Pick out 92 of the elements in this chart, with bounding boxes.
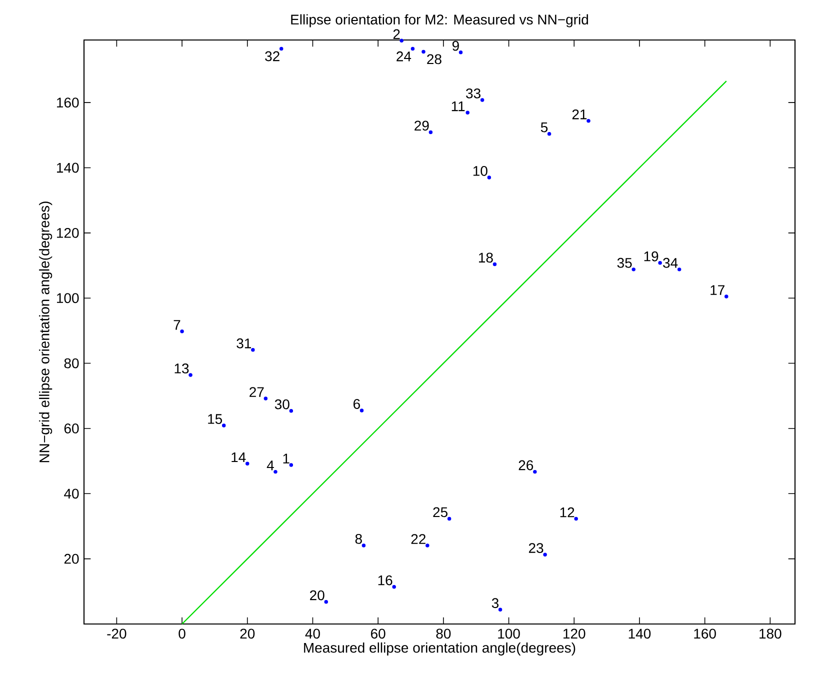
annotation: 20: [310, 590, 324, 600]
annotation: 15: [208, 414, 222, 424]
point: [180, 329, 184, 334]
y-tick-label: 80: [64, 358, 79, 368]
point: [362, 544, 366, 548]
point: [324, 600, 328, 604]
point: [426, 544, 430, 548]
x-tick-label: 160: [694, 628, 716, 639]
point: [246, 462, 250, 466]
x-axis-title: Measured ellipse orientation angle(degrees): [304, 642, 576, 656]
point: [632, 268, 636, 272]
point: [677, 268, 682, 272]
annotation: 9: [452, 40, 459, 51]
point: [289, 463, 294, 467]
point: [543, 552, 547, 556]
annotation: 21: [572, 109, 587, 120]
annotation: 25: [433, 507, 448, 518]
point: [574, 516, 578, 521]
point: [428, 130, 433, 134]
annotation: 34: [663, 258, 678, 268]
x-tick-label: -20: [107, 628, 126, 639]
point: [360, 408, 364, 412]
annotation: 14: [232, 452, 246, 462]
point: [279, 46, 284, 51]
y-axis-title: NN−grid ellipse orientation angle(degrees): [39, 202, 52, 462]
point: [222, 424, 226, 428]
point: [498, 608, 502, 612]
annotation: 22: [411, 534, 426, 544]
annotation: 29: [414, 120, 429, 131]
x-tick-label: 60: [371, 628, 386, 639]
annotation: 5: [540, 122, 548, 132]
point: [251, 348, 255, 352]
annotation: 35: [617, 258, 632, 268]
y-tick-label: 140: [57, 162, 79, 173]
x-tick-label: 40: [305, 628, 320, 639]
annotation: 27: [250, 387, 264, 397]
point: [487, 176, 492, 180]
point: [492, 262, 497, 266]
annotation: 26: [518, 460, 534, 470]
point: [480, 98, 484, 102]
annotation: 3: [492, 598, 499, 608]
x-tick-label: 180: [760, 628, 782, 639]
annotation: 16: [378, 575, 392, 586]
y-tick-label: 160: [57, 98, 79, 108]
annotation: 7: [174, 320, 180, 330]
annotation: 8: [355, 534, 362, 544]
annotation: 12: [560, 507, 574, 518]
annotation: 11: [452, 101, 465, 112]
point: [466, 110, 470, 115]
x-tick-label: 80: [436, 628, 451, 639]
point: [274, 470, 278, 474]
point: [658, 261, 662, 265]
annotation: 13: [174, 364, 189, 374]
point: [458, 50, 463, 54]
point: [188, 373, 192, 377]
point: [586, 118, 590, 123]
annotation: 17: [710, 285, 724, 295]
point: [447, 516, 452, 521]
annotation: 10: [473, 166, 488, 176]
annotation: 4: [266, 460, 274, 470]
x-tick-label: 20: [240, 628, 255, 639]
y-tick-label: 100: [57, 293, 79, 304]
annotation: 33: [466, 88, 480, 98]
annotation: 32: [265, 51, 280, 62]
point: [724, 294, 728, 298]
point: [533, 470, 537, 474]
chart-title: Ellipse orientation for M2: Measured vs NN−grid: [291, 14, 588, 28]
annotation: 1: [283, 454, 290, 464]
annotation: 28: [427, 54, 442, 64]
annotation: 6: [354, 399, 360, 409]
y-tick-label: 60: [64, 424, 79, 434]
x-tick-label: 120: [564, 628, 586, 639]
point: [289, 408, 294, 413]
point: [410, 46, 415, 51]
point: [422, 50, 426, 54]
point: [547, 132, 552, 136]
annotation: 23: [528, 543, 544, 553]
annotation: 24: [396, 51, 412, 62]
y-tick-label: 40: [64, 488, 79, 499]
x-tick-label: 0: [178, 628, 186, 639]
annotation: 18: [478, 252, 493, 263]
point: [400, 38, 404, 43]
annotation: 19: [644, 251, 658, 262]
annotation: 31: [236, 338, 252, 348]
x-tick-label: 100: [498, 628, 520, 639]
point: [392, 584, 396, 589]
y-tick-label: 20: [64, 554, 79, 564]
point: [264, 396, 268, 400]
y-tick-label: 120: [57, 228, 79, 238]
annotation: 2: [393, 29, 400, 40]
x-tick-label: 140: [628, 628, 651, 639]
annotation: 30: [274, 399, 290, 410]
